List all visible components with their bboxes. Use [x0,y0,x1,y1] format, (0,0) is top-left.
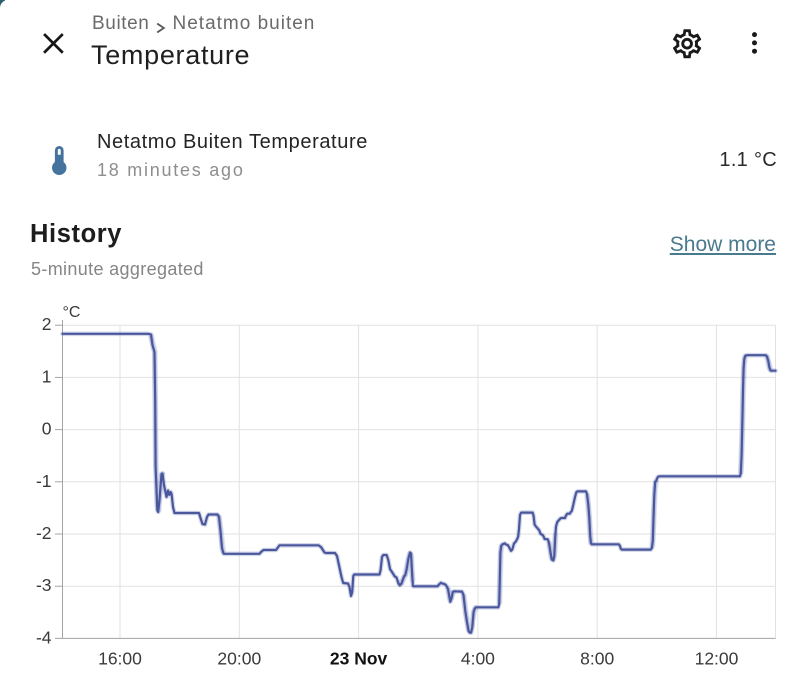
svg-text:4:00: 4:00 [461,649,495,669]
svg-text:12:00: 12:00 [695,649,739,669]
svg-text:°C: °C [63,304,81,321]
svg-text:-3: -3 [36,575,52,595]
svg-text:1: 1 [42,366,52,386]
svg-text:-1: -1 [36,471,52,491]
svg-text:-2: -2 [36,523,52,543]
svg-text:20:00: 20:00 [217,649,261,669]
svg-text:16:00: 16:00 [98,649,142,669]
svg-text:2: 2 [42,314,52,334]
svg-text:8:00: 8:00 [580,649,614,669]
svg-text:23 Nov: 23 Nov [330,649,388,669]
svg-text:0: 0 [42,419,52,439]
svg-text:-4: -4 [36,627,52,647]
